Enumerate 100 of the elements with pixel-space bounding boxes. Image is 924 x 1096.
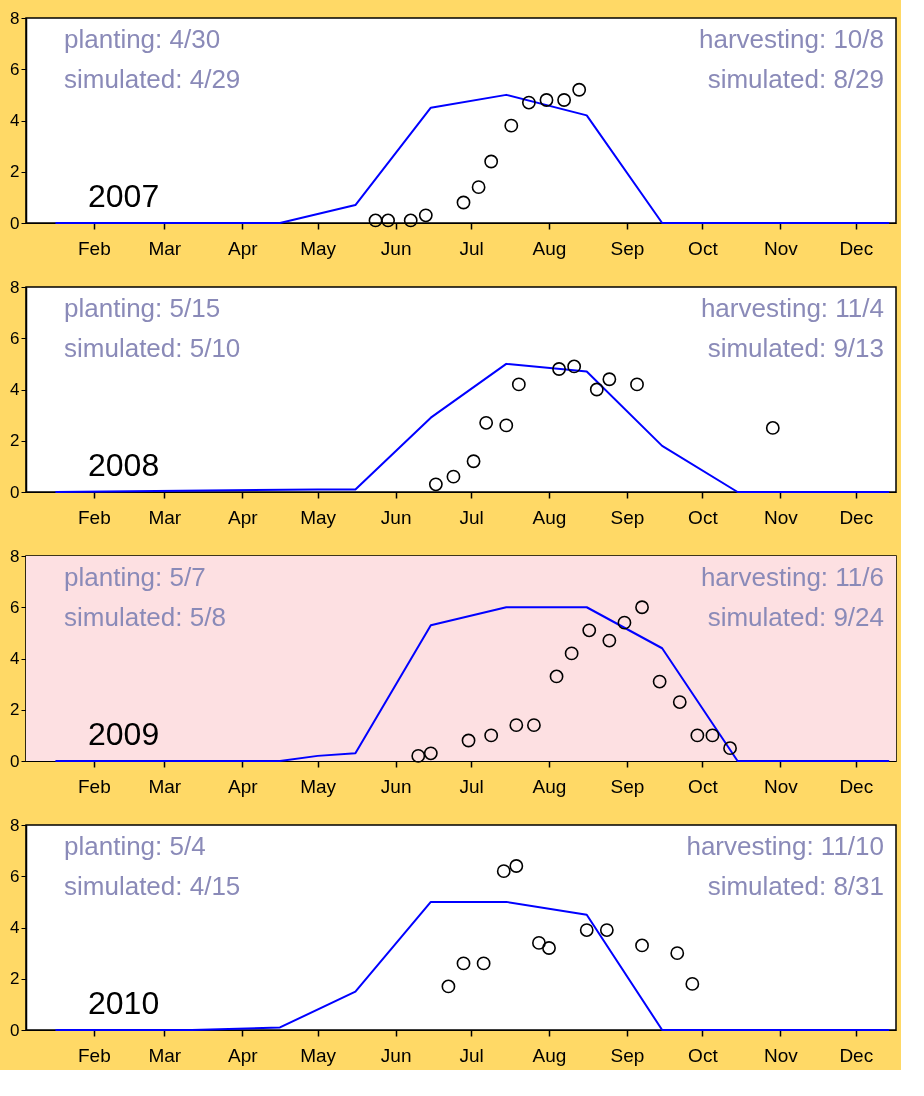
annotation: 2009: [88, 716, 160, 752]
annotation: 2007: [88, 178, 160, 214]
point: [499, 418, 514, 433]
x-tick-label: Jun: [380, 506, 412, 528]
annotation: simulated: 9/13: [707, 333, 884, 363]
y-tick-label: 8: [10, 277, 20, 297]
point: [579, 923, 594, 937]
point: [411, 748, 426, 763]
x-tick-label: Dec: [839, 775, 874, 797]
annotation: planting: 5/15: [64, 293, 221, 323]
point: [567, 359, 582, 374]
y-tick-label: 6: [10, 59, 20, 79]
x-tick-label: Apr: [227, 506, 259, 528]
y-tick-label: 8: [10, 815, 20, 835]
x-tick-label: Apr: [227, 1044, 259, 1066]
point: [652, 674, 667, 689]
x-tick-label: Nov: [763, 237, 799, 259]
x-tick-label: Feb: [78, 506, 111, 528]
y-tick-label: 6: [10, 866, 20, 886]
x-tick-label: Oct: [688, 775, 719, 797]
x-tick-label: Mar: [148, 1044, 182, 1066]
point: [403, 213, 418, 228]
point: [496, 864, 511, 879]
y-tick-label: 2: [10, 162, 20, 182]
point: [557, 93, 572, 107]
point: [509, 718, 524, 733]
x-tick-label: May: [300, 506, 337, 528]
point: [564, 646, 579, 661]
annotation: simulated: 4/15: [64, 871, 241, 901]
y-tick-label: 2: [10, 700, 20, 720]
x-tick-label: Apr: [227, 237, 259, 259]
point: [617, 615, 632, 630]
point: [542, 941, 556, 955]
y-tick-label: 4: [10, 111, 20, 130]
x-tick-label: Jul: [459, 1044, 484, 1066]
y-tick-label: 4: [10, 649, 20, 668]
x-tick-label: Jun: [380, 1044, 412, 1066]
x-tick-label: Jul: [459, 775, 484, 797]
point: [527, 718, 541, 733]
x-tick-label: Jun: [380, 775, 412, 797]
point: [476, 956, 491, 971]
point: [509, 859, 524, 873]
point: [381, 213, 395, 228]
point: [466, 454, 481, 469]
point: [461, 733, 476, 748]
point: [423, 746, 438, 761]
y-tick-label: 0: [10, 1020, 20, 1040]
annotation: simulated: 8/31: [707, 871, 884, 901]
x-tick-label: Sep: [610, 1044, 645, 1066]
annotation: simulated: 9/24: [707, 602, 884, 632]
annotation: planting: 5/4: [64, 831, 206, 861]
point: [589, 382, 604, 397]
annotation: 2008: [88, 447, 160, 483]
x-tick-label: Mar: [148, 775, 182, 797]
x-tick-label: Aug: [532, 237, 567, 259]
point: [511, 377, 526, 392]
x-tick-label: Oct: [688, 506, 719, 528]
x-tick-label: May: [300, 775, 337, 797]
x-tick-label: May: [300, 1044, 337, 1066]
point: [368, 213, 383, 228]
point: [599, 923, 614, 937]
x-tick-label: Dec: [839, 237, 874, 259]
y-tick-label: 0: [10, 482, 20, 502]
x-tick-label: Feb: [78, 775, 111, 797]
y-tick-label: 2: [10, 969, 20, 989]
point: [602, 372, 617, 387]
point: [670, 946, 685, 961]
point: [521, 95, 536, 110]
x-tick-label: Apr: [227, 775, 259, 797]
x-tick-label: Feb: [78, 1044, 111, 1066]
point: [635, 600, 649, 615]
x-tick-label: Sep: [610, 237, 645, 259]
annotation: harvesting: 11/6: [700, 562, 884, 592]
point: [685, 976, 700, 991]
point: [428, 477, 443, 492]
point: [418, 208, 433, 223]
point: [602, 633, 617, 648]
annotation: harvesting: 11/10: [686, 831, 884, 861]
annotation: simulated: 8/29: [707, 64, 884, 94]
point: [484, 728, 499, 743]
x-tick-label: May: [300, 237, 337, 259]
point: [532, 935, 546, 950]
point: [484, 154, 499, 169]
annotation: simulated: 4/29: [64, 64, 241, 94]
y-tick-label: 8: [10, 546, 20, 566]
x-tick-label: Mar: [148, 237, 182, 259]
annotation: harvesting: 10/8: [698, 24, 884, 54]
x-tick-label: Jun: [380, 237, 412, 259]
x-tick-label: Sep: [610, 506, 645, 528]
x-tick-label: Aug: [532, 1044, 567, 1066]
point: [723, 741, 737, 756]
x-tick-label: Dec: [839, 506, 874, 528]
point: [456, 195, 471, 210]
point: [552, 362, 566, 376]
x-tick-label: Aug: [532, 506, 567, 528]
point: [705, 728, 720, 743]
annotation: planting: 4/30: [64, 24, 221, 54]
x-tick-label: Nov: [763, 775, 799, 797]
point: [765, 421, 780, 435]
point: [672, 695, 687, 709]
